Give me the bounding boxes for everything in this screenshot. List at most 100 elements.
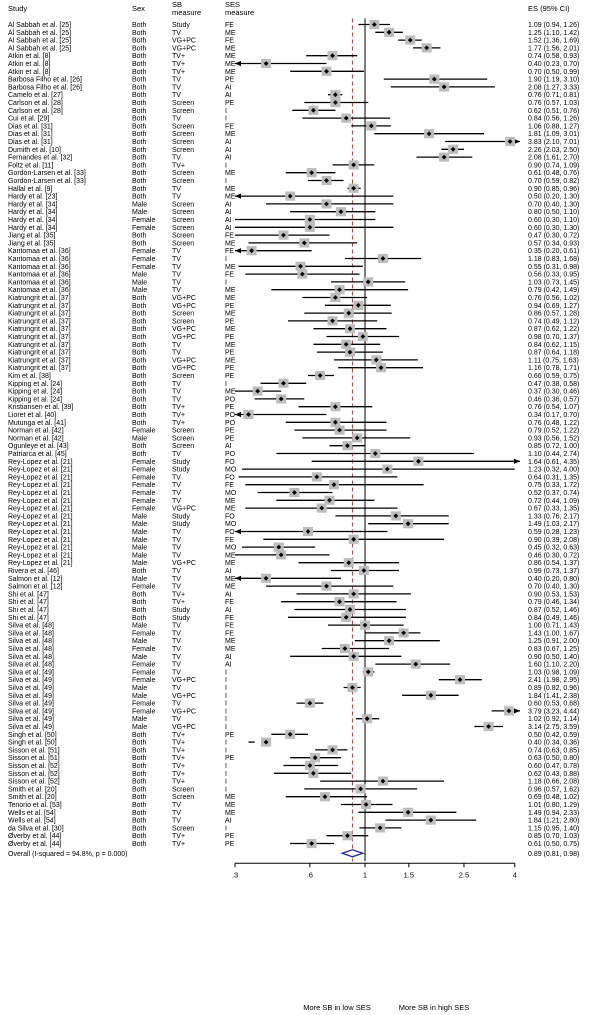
- study-name: Patriarca et al. [45]: [8, 451, 67, 458]
- point-estimate: [450, 146, 456, 152]
- point-estimate: [347, 326, 353, 332]
- study-name: Kiatrungrit et al. [37]: [8, 357, 71, 364]
- study-es-ci: 0.55 (0.31, 0.98): [528, 264, 579, 271]
- study-name: Barbosa Filho et al. [26]: [8, 84, 82, 91]
- header-sex: Sex: [132, 4, 145, 13]
- study-sb-measure: TV: [172, 389, 181, 396]
- point-estimate: [337, 427, 342, 433]
- study-es-ci: 0.56 (0.33, 0.95): [528, 272, 579, 279]
- study-sb-measure: Screen: [172, 443, 194, 450]
- point-estimate: [263, 61, 269, 66]
- study-sex: Male: [132, 724, 147, 731]
- study-name: Silva et al. [49]: [8, 669, 54, 676]
- study-es-ci: 1.09 (0.94, 1.26): [528, 22, 579, 29]
- study-sb-measure: TV: [172, 279, 181, 286]
- point-estimate: [407, 37, 413, 43]
- study-sex: Both: [132, 295, 147, 302]
- study-sb-measure: TV+: [172, 779, 185, 786]
- study-ses-measure: I: [225, 825, 227, 832]
- point-estimate: [351, 536, 357, 542]
- study-sex: Female: [132, 701, 155, 708]
- study-sex: Male: [132, 279, 147, 286]
- point-estimate: [354, 435, 360, 441]
- study-name: Dias et al. [31]: [8, 139, 53, 146]
- study-es-ci: 0.79 (0.52, 1.22): [528, 428, 579, 435]
- study-name: Silva et al. [49]: [8, 701, 54, 708]
- point-estimate: [324, 178, 329, 183]
- study-row: Al Sabbah et al. [25] Both VG+PC ME 1.77 (1.…: [8, 43, 579, 53]
- point-estimate: [345, 443, 350, 449]
- study-ses-measure: I: [225, 381, 227, 388]
- study-ses-measure: AI: [225, 217, 232, 224]
- study-name: Kiatrungrit et al. [37]: [8, 365, 71, 372]
- point-estimate: [384, 466, 390, 472]
- study-name: Kipping et al. [24]: [8, 396, 62, 403]
- study-ses-measure: ME: [225, 342, 236, 349]
- study-row: Silva et al. [49] Female TV I 0.60 (0.53, 0.…: [8, 698, 579, 708]
- study-row: Gordon-Larsen et al. [33] Both Screen ME 0.6…: [8, 168, 579, 178]
- point-estimate: [457, 677, 463, 683]
- study-row: Hardy et al. [34] Female Screen AI 0.60 (0.3…: [8, 222, 579, 232]
- study-ses-measure: I: [225, 716, 227, 723]
- study-row: Rey-Lopez et al. [21] Female TV ME 0.72 (0.4…: [8, 495, 579, 505]
- study-name: Silva et al. [48]: [8, 623, 54, 630]
- study-ses-measure: FE: [225, 615, 234, 622]
- point-estimate: [319, 505, 325, 511]
- study-row: Kantomaa et al. [36] Female TV I 1.18 (0.83,…: [8, 253, 579, 264]
- study-ses-measure: I: [225, 108, 227, 115]
- study-sb-measure: VG+PC: [172, 693, 196, 700]
- point-estimate: [362, 622, 368, 628]
- study-name: Hardy et al. [34]: [8, 201, 57, 208]
- study-row: Øverby et al. [44] Both TV+ PE 0.61 (0.50, 0…: [8, 838, 579, 849]
- ci-arrow-left: [235, 528, 241, 535]
- study-ses-measure: FO: [225, 513, 235, 520]
- study-es-ci: 0.86 (0.54, 1.37): [528, 560, 579, 567]
- point-estimate: [365, 279, 371, 285]
- study-es-ci: 0.59 (0.28, 1.23): [528, 529, 579, 536]
- study-sb-measure: Screen: [172, 428, 194, 435]
- study-row: Kantomaa et al. [36] Female TV FE 0.35 (0.20…: [8, 246, 579, 256]
- study-sex: Both: [132, 53, 147, 60]
- study-name: Dumith et al. [10]: [8, 147, 61, 154]
- study-ses-measure: AI: [225, 84, 232, 91]
- study-sex: Both: [132, 599, 147, 606]
- study-name: Smith et al. [20]: [8, 794, 57, 801]
- study-sex: Both: [132, 396, 147, 403]
- study-row: Rey-Lopez et al. [21] Female TV MO 0.52 (0.3…: [8, 487, 579, 498]
- study-ses-measure: ME: [225, 30, 236, 37]
- study-row: Kiatrungrit et al. [37] Both VG+PC ME 1.11 (…: [8, 355, 579, 365]
- study-es-ci: 1.10 (0.44, 2.74): [528, 451, 579, 458]
- study-name: Rey-Lopez et al. [21]: [8, 513, 73, 520]
- study-sex: Both: [132, 30, 147, 37]
- point-estimate: [342, 646, 348, 651]
- study-sex: Both: [132, 771, 147, 778]
- study-es-ci: 1.00 (0.71, 1.43): [528, 623, 579, 630]
- study-ses-measure: I: [225, 178, 227, 185]
- study-name: Gordon-Larsen et al. [33]: [8, 178, 86, 185]
- study-ses-measure: MO: [225, 490, 237, 497]
- study-sex: Both: [132, 451, 147, 458]
- study-row: Kristiansen et al. [39] Both TV+ PE 0.76 (0.…: [8, 402, 579, 412]
- study-sb-measure: Screen: [172, 825, 194, 832]
- point-estimate: [307, 224, 313, 230]
- study-sex: Both: [132, 373, 147, 380]
- study-ses-measure: FE: [225, 123, 234, 130]
- study-name: Sisson et al. [52]: [8, 779, 60, 786]
- study-ses-measure: FE: [225, 272, 234, 279]
- study-es-ci: 0.74 (0.58, 0.93): [528, 53, 579, 60]
- point-estimate: [330, 53, 335, 59]
- study-sex: Female: [132, 248, 155, 255]
- study-ses-measure: PE: [225, 435, 235, 442]
- study-sex: Male: [132, 272, 147, 279]
- study-sb-measure: TV+: [172, 771, 185, 778]
- study-row: Jiang et al. [35] Both Screen FE 0.47 (0.30,…: [8, 230, 579, 240]
- study-sb-measure: TV+: [172, 61, 185, 68]
- study-sex: Both: [132, 84, 147, 91]
- study-name: Rey-Lopez et al. [21]: [8, 545, 73, 552]
- study-ses-measure: ME: [225, 186, 236, 193]
- study-row: Hallal et al. [9] Both TV ME 0.90 (0.85, 0.9…: [8, 183, 579, 193]
- study-sex: Both: [132, 381, 147, 388]
- study-row: Silva et al. [49] Male TV I 0.89 (0.82, 0.96…: [8, 682, 579, 693]
- study-ses-measure: FO: [225, 459, 235, 466]
- study-ses-measure: AI: [225, 568, 232, 575]
